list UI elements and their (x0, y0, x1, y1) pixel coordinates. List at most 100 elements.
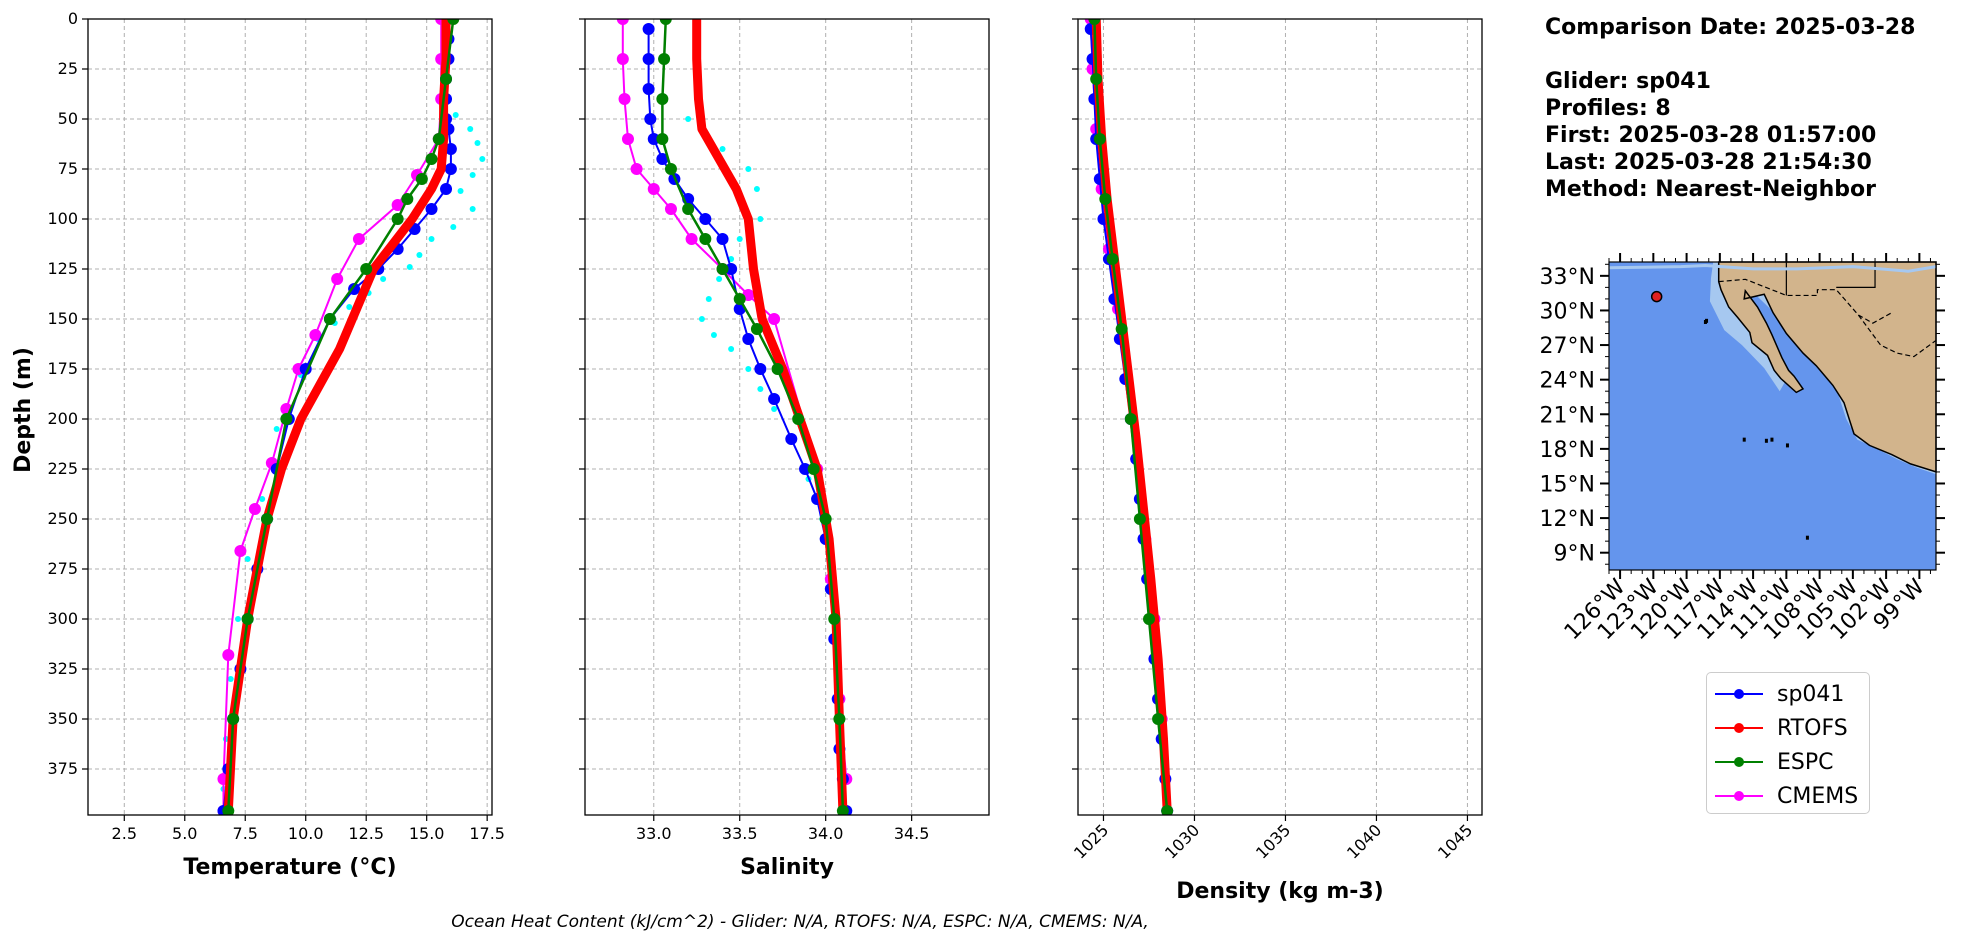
x-axis-label: Density (kg m-3) (1176, 879, 1384, 904)
data-point-raw (745, 166, 752, 172)
island (1805, 535, 1809, 540)
island (1742, 437, 1746, 442)
comparison-date: Comparison Date: 2025-03-28 (1545, 15, 1916, 40)
data-point-cmems (664, 203, 677, 215)
data-point-espc (280, 413, 293, 425)
legend-swatch (1715, 684, 1763, 704)
data-point-espc (261, 513, 274, 525)
data-point-raw (467, 126, 474, 132)
profile-count: Profiles: 8 (1545, 96, 1671, 121)
legend-swatch (1715, 786, 1763, 806)
axes-frame (87, 18, 493, 816)
data-point-espc (792, 413, 805, 425)
y-tick-label: 325 (47, 659, 78, 678)
plot-area (1084, 19, 1174, 815)
data-point-espc (699, 233, 712, 245)
data-point-cmems (391, 199, 404, 211)
data-point-cmems (768, 313, 781, 325)
data-point-raw (259, 496, 266, 502)
x-tick-label: 12.5 (348, 824, 384, 843)
legend-label: sp041 (1777, 681, 1845, 707)
data-point-glider (644, 113, 657, 125)
data-point-espc (771, 363, 784, 375)
data-point-espc (659, 19, 672, 25)
legend-label: CMEMS (1777, 783, 1859, 809)
data-point-glider (799, 463, 812, 475)
data-point-cmems (630, 163, 643, 175)
y-tick-label: 175 (47, 359, 78, 378)
lat-tick-label: 27°N (1540, 334, 1595, 359)
data-point-espc (227, 713, 240, 725)
data-point-glider (656, 153, 669, 165)
x-tick-label: 15.0 (409, 824, 445, 843)
lat-tick-label: 21°N (1540, 403, 1595, 428)
us-mexico-border (1718, 278, 1892, 324)
data-point-espc (836, 805, 849, 815)
glider-location-marker (1650, 290, 1663, 303)
legend-item-rtofs: RTOFS (1715, 713, 1848, 743)
first-time: First: 2025-03-28 01:57:00 (1545, 123, 1877, 148)
y-axis-label: Depth (m) (11, 347, 36, 473)
data-point-glider (725, 263, 738, 275)
data-point-raw (771, 406, 778, 412)
data-point-raw (457, 188, 464, 194)
series-line-espc (661, 19, 845, 813)
data-point-glider (444, 163, 457, 175)
x-tick-label: 2.5 (112, 824, 137, 843)
data-point-glider (785, 433, 798, 445)
data-point-cmems (309, 329, 322, 341)
data-point-espc (323, 313, 336, 325)
data-point-cmems (248, 503, 261, 515)
series-glider (217, 19, 457, 815)
data-point-raw (710, 332, 717, 338)
series-line-glider (647, 28, 848, 812)
data-point-espc (1133, 513, 1146, 525)
data-point-espc (1099, 193, 1112, 205)
x-tick-label: 1040 (1343, 820, 1385, 862)
island (1770, 437, 1774, 442)
x-tick-label: 5.0 (172, 824, 197, 843)
data-point-glider (754, 363, 767, 375)
data-point-raw (685, 116, 692, 122)
x-tick-label: 17.5 (469, 824, 505, 843)
data-point-raw (757, 386, 764, 392)
data-point-espc (1093, 133, 1106, 145)
series-cmems (217, 19, 448, 815)
plot-area (217, 19, 486, 815)
y-tick-label: 50 (58, 109, 78, 128)
data-point-espc (447, 19, 460, 25)
legend-label: ESPC (1777, 749, 1834, 775)
land (1717, 261, 1937, 473)
x-axis-label: Temperature (°C) (183, 855, 396, 880)
lat-tick-label: 15°N (1540, 472, 1595, 497)
data-point-espc (664, 163, 677, 175)
axes-frame (1077, 18, 1483, 816)
data-point-espc (1090, 73, 1103, 85)
data-point-raw (728, 346, 735, 352)
legend-marker (1734, 791, 1744, 801)
y-tick-label: 250 (47, 509, 78, 528)
y-tick-label: 100 (47, 209, 78, 228)
series-raw (685, 116, 833, 562)
legend-label: RTOFS (1777, 715, 1848, 741)
data-point-raw (474, 140, 481, 146)
data-point-espc (833, 713, 846, 725)
lat-tick-label: 12°N (1540, 507, 1595, 532)
plot-area (616, 19, 853, 815)
lat-tick-label: 33°N (1540, 265, 1595, 290)
data-point-espc (222, 805, 235, 815)
y-tick-label: 150 (47, 309, 78, 328)
y-tick-label: 300 (47, 609, 78, 628)
data-point-cmems (331, 273, 344, 285)
series-glider (642, 23, 853, 815)
data-point-raw (479, 156, 486, 162)
data-point-glider (642, 23, 655, 35)
data-point-espc (1124, 413, 1137, 425)
x-tick-label: 34.5 (894, 824, 930, 843)
data-point-cmems (234, 545, 247, 557)
x-tick-label: 10.0 (288, 824, 324, 843)
state-border (1857, 314, 1937, 358)
legend-marker (1734, 757, 1744, 767)
series-rtofs (223, 19, 451, 815)
lat-tick-label: 24°N (1540, 369, 1595, 394)
